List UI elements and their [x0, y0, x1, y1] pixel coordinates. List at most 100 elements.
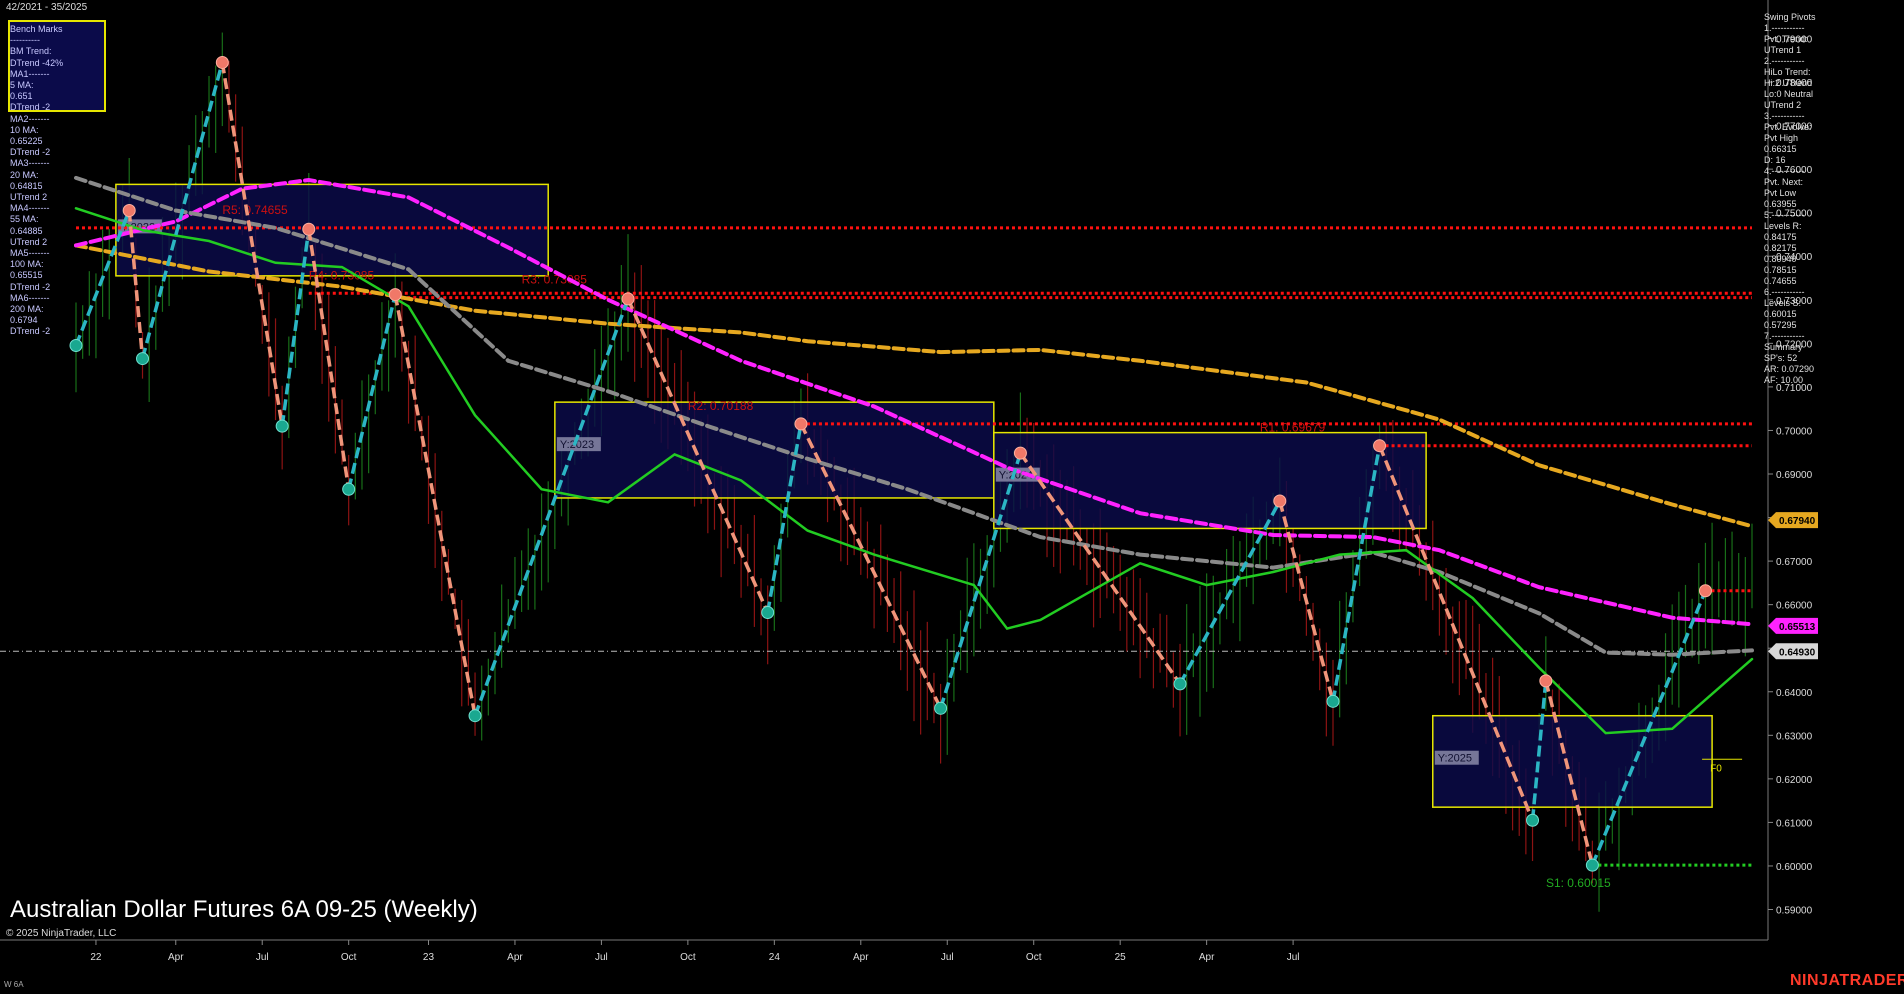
- y-tick-label: 0.67000: [1776, 557, 1813, 568]
- pivot-line: 0.63955: [1764, 199, 1797, 209]
- date-range: 42/2021 - 35/2025: [6, 2, 88, 13]
- pivot-low: [1585, 858, 1599, 872]
- axes: 0.79000 0.78000 0.77000 0.76000 0.75000 0.740…: [0, 0, 1818, 963]
- pivot-line: Pvt High: [1764, 133, 1799, 143]
- ma-line: [74, 243, 1754, 529]
- pivot-line: 0.80940: [1764, 254, 1797, 264]
- bench-line: 0.651: [10, 91, 33, 102]
- y-tick-label: 0.77000: [1776, 122, 1813, 133]
- price-badge: [1768, 643, 1818, 660]
- pivot-line: 0.60015: [1764, 309, 1797, 319]
- zigzag-segment: [127, 210, 145, 359]
- y-tick-label: 0.61000: [1776, 818, 1813, 829]
- pivot-high: [621, 292, 635, 306]
- year-box-label-bg: [556, 437, 601, 452]
- year-box-label-bg: [117, 219, 162, 234]
- x-tick-label: Jul: [941, 952, 954, 963]
- bench-line: 100 MA:: [10, 259, 44, 270]
- zigzag-segment: [1278, 500, 1335, 702]
- bench-line: MA3-------: [10, 158, 50, 169]
- pivot-low: [1526, 813, 1540, 827]
- bench-line: DTrend -2: [10, 281, 51, 292]
- support-label: S1: 0.60015: [1546, 876, 1611, 890]
- pivot-low: [275, 419, 289, 433]
- y-tick-label: 0.60000: [1776, 862, 1813, 873]
- pivot-line: Summary: [1764, 342, 1803, 352]
- bench-line: MA4-------: [10, 203, 50, 214]
- y-tick-label: 0.74000: [1776, 252, 1813, 263]
- swing-pivots-panel: Swing Pivots 1.----------- Pvt. Trend: UTre…: [1764, 12, 1844, 386]
- bench-line: DTrend -2: [10, 102, 51, 113]
- bench-line: BM Trend:: [10, 46, 52, 57]
- bench-line: 0.64815: [10, 180, 43, 191]
- pivot-line: Pvt. Next:: [1764, 177, 1804, 187]
- zigzag-segment: [393, 294, 477, 717]
- bench-line: 0.6794: [10, 315, 38, 326]
- y-tick-label: 0.66000: [1776, 601, 1813, 612]
- price-badge-label: 0.64930: [1779, 647, 1816, 658]
- y-tick-label: 0.64000: [1776, 688, 1813, 699]
- pivot-line: 7.-----------: [1764, 331, 1805, 341]
- pivot-high: [302, 222, 316, 236]
- bench-line: 20 MA:: [10, 169, 39, 180]
- zigzag-segment: [799, 423, 943, 710]
- bench-line: DTrend -2: [10, 147, 51, 158]
- pivot-line: Levels R:: [1764, 221, 1802, 231]
- bench-line: MA5-------: [10, 248, 50, 259]
- x-tick-label: Apr: [853, 952, 869, 963]
- zigzag-segment: [1018, 452, 1182, 685]
- x-tick-label: 23: [423, 952, 435, 963]
- resistance-label: R4: 0.73085: [309, 268, 375, 282]
- pivot-line: 0.74655: [1764, 276, 1797, 286]
- bench-line: 0.65515: [10, 270, 43, 281]
- pivot-low: [69, 339, 83, 353]
- x-tick-label: 22: [90, 952, 102, 963]
- pivot-line: 0.66315: [1764, 144, 1797, 154]
- bench-line: Bench Marks: [10, 24, 63, 34]
- fib-label: F0: [1710, 763, 1722, 774]
- zigzag-segment: [1178, 500, 1282, 685]
- pivot-line: AR: 0.07290: [1764, 364, 1815, 374]
- ninjatrader-logo: NINJATRADER: [1790, 972, 1904, 989]
- ma-line: [74, 177, 1754, 627]
- pivot-high: [1373, 439, 1387, 453]
- zigzag-segment: [1331, 445, 1382, 702]
- pivot-low: [342, 482, 356, 496]
- pivot-low: [1326, 694, 1340, 708]
- pivot-high: [122, 204, 136, 218]
- y-tick-label: 0.71000: [1776, 383, 1813, 394]
- pivot-line: Pvt. Evolve:: [1764, 122, 1812, 132]
- copyright: © 2025 NinjaTrader, LLC: [6, 928, 117, 939]
- bench-line: ----------: [10, 35, 40, 46]
- zigzag-segment: [307, 228, 351, 490]
- y-tick-label: 0.59000: [1776, 906, 1813, 917]
- pivot-line: 0.78515: [1764, 265, 1797, 275]
- pivot-line: UTrend 1: [1764, 45, 1802, 55]
- pivot-line: 5.-----------: [1764, 210, 1805, 220]
- year-box: [554, 401, 995, 499]
- bench-line: UTrend 2: [10, 192, 48, 203]
- y-tick-label: 0.62000: [1776, 775, 1813, 786]
- bench-line: DTrend -2: [10, 326, 51, 337]
- pivot-line: Levels S:: [1764, 298, 1802, 308]
- x-tick-label: Apr: [507, 952, 523, 963]
- benchmarks-panel: Bench Marks ---------- BM Trend: DTrend -42…: [10, 24, 102, 338]
- y-tick-label: 0.72000: [1776, 339, 1813, 350]
- y-tick-label: 0.70000: [1776, 426, 1813, 437]
- moving-averages: [74, 175, 1754, 735]
- year-box: [115, 183, 549, 277]
- pivot-low: [1173, 677, 1187, 691]
- bench-line: MA1-------: [10, 68, 50, 79]
- zigzag-segment: [280, 229, 311, 427]
- y-tick-label: 0.69000: [1776, 470, 1813, 481]
- pivot-low: [934, 701, 948, 715]
- pivot-high: [215, 55, 229, 69]
- year-box: [993, 431, 1427, 530]
- pivot-high: [1539, 674, 1553, 688]
- pivot-levels: R5: 0.74655 R4: 0.73085 R3: 0.73085 R2: 0.7…: [0, 203, 1752, 890]
- bench-line: 10 MA:: [10, 124, 39, 135]
- y-tick-label: 0.75000: [1776, 209, 1813, 220]
- resistance-label: R3: 0.73085: [522, 273, 588, 287]
- y-tick-label: 0.78000: [1776, 78, 1813, 89]
